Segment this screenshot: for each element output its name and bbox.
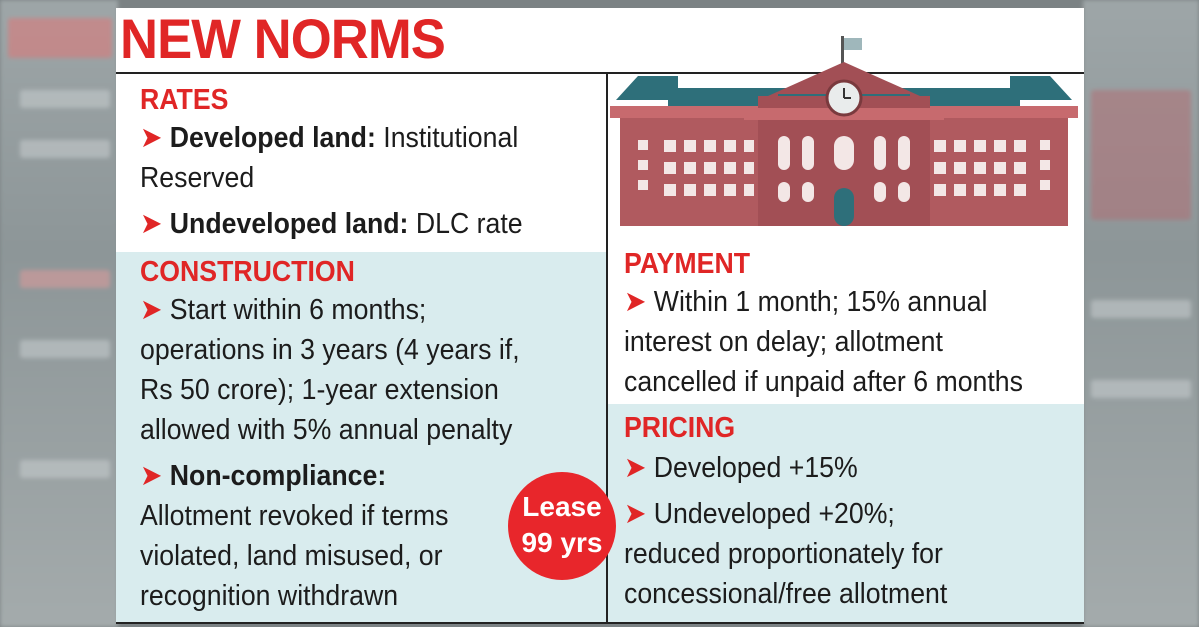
lease-badge-line1: Lease xyxy=(522,491,602,522)
ghost-block xyxy=(20,90,110,108)
arrow-bullet-icon: ➤ xyxy=(624,286,647,318)
noncompliance-line: violated, land misused, or xyxy=(140,540,443,572)
arrow-bullet-icon: ➤ xyxy=(140,294,163,326)
payment-line: ➤ Within 1 month; 15% annual xyxy=(624,282,987,322)
noncompliance-label: Non-compliance: xyxy=(169,460,387,492)
college-building-icon xyxy=(610,36,1078,226)
blurred-background-left xyxy=(0,0,118,627)
payment-line: cancelled if unpaid after 6 months xyxy=(624,366,1023,398)
divider xyxy=(606,72,608,624)
pricing-heading: PRICING xyxy=(624,412,736,444)
page-title: NEW NORMS xyxy=(120,8,446,70)
arrow-bullet-icon: ➤ xyxy=(624,452,647,484)
blurred-background-right xyxy=(1083,0,1199,627)
pricing-item-text: Developed +15% xyxy=(653,452,858,484)
lease-badge: Lease 99 yrs xyxy=(508,472,616,580)
rates-item-developed: ➤ Developed land: Institutional xyxy=(140,118,518,158)
pricing-line: concessional/free allotment xyxy=(624,578,948,610)
construction-line: Rs 50 crore); 1-year extension xyxy=(140,374,499,406)
arrow-bullet-icon: ➤ xyxy=(624,498,647,530)
construction-line: operations in 3 years (4 years if, xyxy=(140,334,520,366)
ghost-block xyxy=(1091,380,1191,398)
ghost-block xyxy=(8,18,112,58)
lease-badge-line2: 99 yrs xyxy=(521,527,603,558)
construction-line: allowed with 5% annual penalty xyxy=(140,414,513,446)
pricing-line: reduced proportionately for xyxy=(624,538,943,570)
payment-line: interest on delay; allotment xyxy=(624,326,943,358)
divider xyxy=(116,72,1084,74)
ghost-block xyxy=(20,460,110,478)
noncompliance-line: Allotment revoked if terms xyxy=(140,500,449,532)
rates-heading: RATES xyxy=(140,84,229,116)
payment-line-text: Within 1 month; 15% annual xyxy=(653,286,988,318)
arrow-bullet-icon: ➤ xyxy=(140,208,163,240)
arrow-bullet-icon: ➤ xyxy=(140,122,163,154)
pricing-item-developed: ➤ Developed +15% xyxy=(624,448,858,488)
rates-item-undeveloped: ➤ Undeveloped land: DLC rate xyxy=(140,204,523,244)
ghost-block xyxy=(1091,90,1191,220)
divider xyxy=(116,622,1084,624)
rates-item-label: Developed land: xyxy=(169,122,376,154)
arrow-bullet-icon: ➤ xyxy=(140,460,163,492)
rates-item-text-cont: Reserved xyxy=(140,162,255,194)
noncompliance-line: recognition withdrawn xyxy=(140,580,399,612)
pricing-item-undeveloped: ➤ Undeveloped +20%; xyxy=(624,494,895,534)
construction-line-text: Start within 6 months; xyxy=(169,294,427,326)
rates-item-label: Undeveloped land: xyxy=(169,208,409,240)
construction-heading: CONSTRUCTION xyxy=(140,256,355,288)
pricing-panel xyxy=(608,404,1084,624)
rates-item-text: Institutional xyxy=(375,122,519,154)
ghost-block xyxy=(1091,300,1191,318)
ghost-block xyxy=(20,140,110,158)
pricing-item-text: Undeveloped +20%; xyxy=(653,498,895,530)
noncompliance-item: ➤ Non-compliance: xyxy=(140,456,386,496)
ghost-block xyxy=(20,340,110,358)
construction-line: ➤ Start within 6 months; xyxy=(140,290,426,330)
rates-item-text: DLC rate xyxy=(408,208,523,240)
payment-heading: PAYMENT xyxy=(624,248,751,280)
ghost-block xyxy=(20,270,110,288)
infographic-card: NEW NORMS RATES ➤ Developed land: Instit… xyxy=(116,8,1084,624)
